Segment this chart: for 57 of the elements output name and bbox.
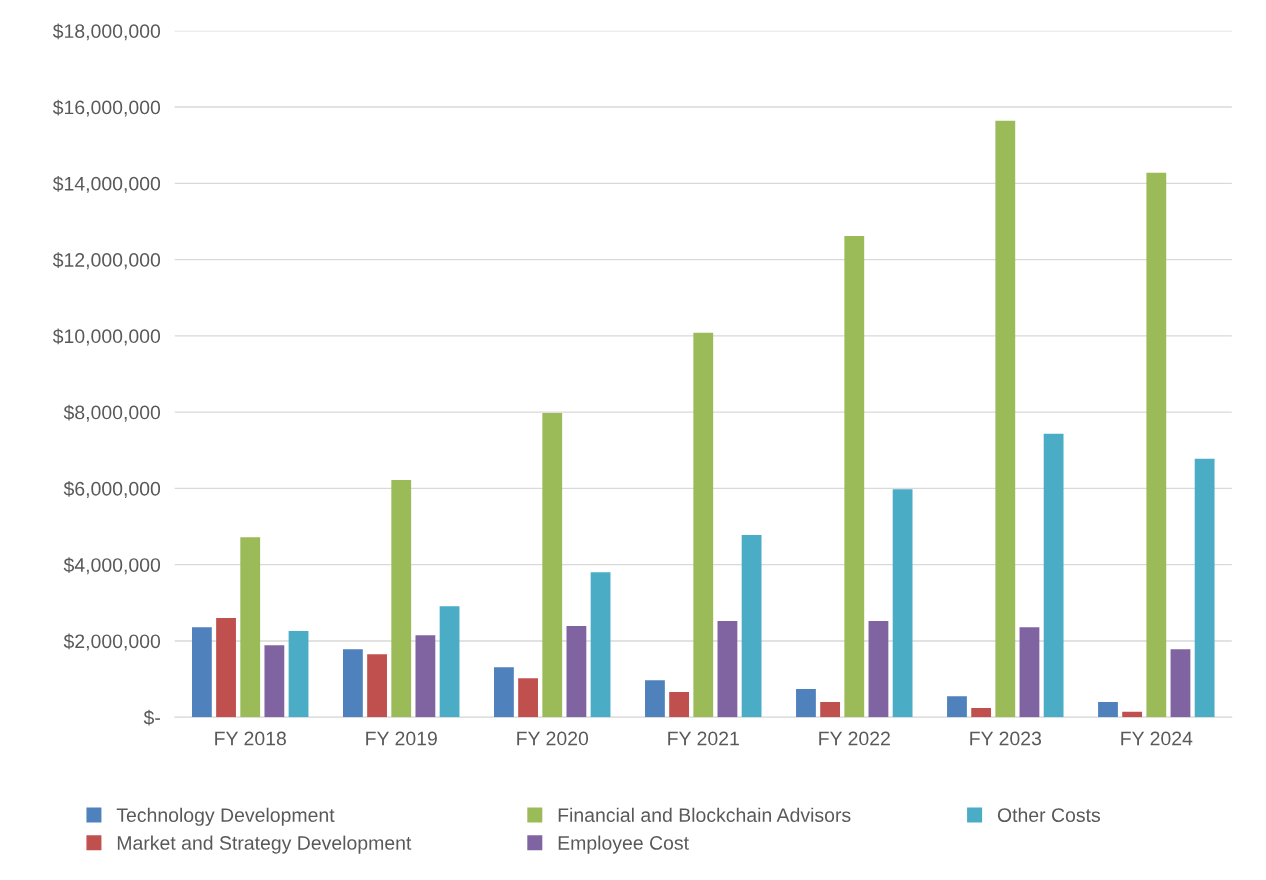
bar bbox=[518, 678, 538, 718]
bar bbox=[415, 635, 436, 718]
x-tick-label: FY 2021 bbox=[668, 731, 739, 746]
bar bbox=[820, 701, 841, 718]
bar bbox=[264, 645, 285, 718]
y-tick-label: $18,000,000 bbox=[52, 23, 161, 41]
bar bbox=[892, 489, 913, 718]
bar bbox=[1170, 649, 1191, 718]
bar bbox=[995, 120, 1016, 718]
bar bbox=[1122, 711, 1143, 718]
x-tick-label: FY 2023 bbox=[970, 731, 1042, 746]
y-tick-label: $10,000,000 bbox=[52, 328, 161, 346]
bar bbox=[868, 621, 889, 718]
y-tick-label: $2,000,000 bbox=[63, 633, 161, 651]
bar bbox=[542, 412, 563, 718]
bar bbox=[947, 696, 967, 718]
bar bbox=[216, 618, 236, 718]
bar bbox=[1194, 458, 1215, 718]
bar bbox=[1043, 433, 1064, 718]
legend-label: Employee Cost bbox=[558, 835, 689, 854]
bar bbox=[494, 667, 514, 718]
y-tick-label: $- bbox=[143, 709, 160, 726]
bar bbox=[844, 235, 865, 718]
y-tick-label: $14,000,000 bbox=[52, 175, 161, 193]
x-tick-label: FY 2019 bbox=[366, 731, 437, 746]
bar bbox=[645, 680, 665, 718]
bar bbox=[590, 572, 611, 718]
bar bbox=[741, 534, 762, 718]
bar bbox=[1098, 701, 1118, 718]
bar bbox=[1146, 172, 1167, 718]
bar bbox=[343, 649, 363, 718]
bar bbox=[191, 627, 212, 718]
x-tick-label: FY 2018 bbox=[215, 731, 286, 746]
bar bbox=[796, 688, 816, 718]
legend-label: Market and Strategy Development bbox=[117, 835, 412, 854]
y-tick-label: $6,000,000 bbox=[63, 481, 161, 498]
x-tick-label: FY 2020 bbox=[517, 731, 589, 746]
y-tick-label: $12,000,000 bbox=[52, 252, 161, 270]
bar bbox=[566, 626, 587, 718]
bar bbox=[971, 708, 992, 718]
legend-label: Other Costs bbox=[997, 807, 1101, 823]
bar bbox=[391, 480, 412, 718]
bar bbox=[669, 692, 690, 718]
x-tick-label: FY 2024 bbox=[1121, 731, 1193, 746]
bar bbox=[288, 631, 309, 718]
y-tick-label: $4,000,000 bbox=[63, 557, 161, 575]
legend-label: Technology Development bbox=[116, 807, 335, 826]
bar bbox=[693, 332, 714, 718]
bar bbox=[1019, 627, 1040, 718]
y-tick-label: $8,000,000 bbox=[63, 404, 161, 422]
legend-label: Financial and Blockchain Advisors bbox=[558, 807, 851, 823]
bar bbox=[367, 654, 387, 718]
y-tick-label: $16,000,000 bbox=[52, 99, 161, 117]
x-tick-label: FY 2022 bbox=[819, 731, 890, 746]
bar bbox=[240, 537, 261, 718]
bar bbox=[439, 606, 460, 718]
bar bbox=[717, 621, 738, 718]
